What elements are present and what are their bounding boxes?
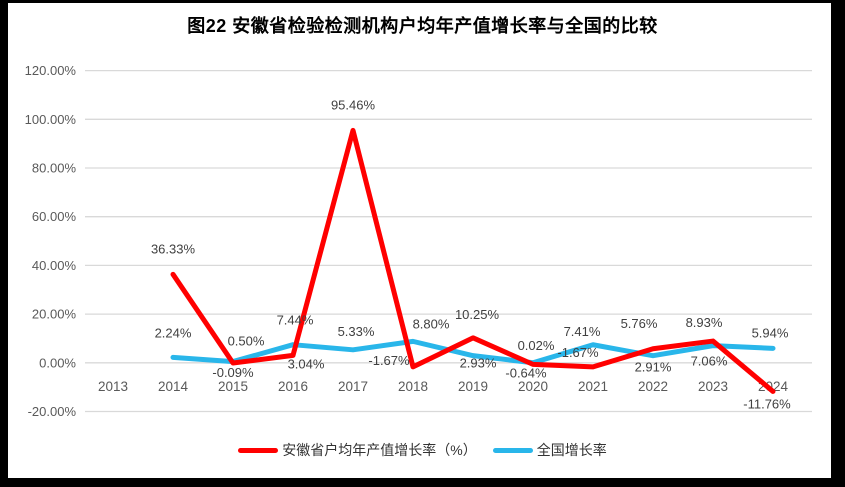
x-tick-label: 2013	[98, 379, 128, 394]
y-tick-label: 40.00%	[32, 258, 77, 273]
data-label: -0.09%	[212, 365, 254, 380]
x-tick-label: 2018	[398, 379, 428, 394]
legend-item-national: 全国增长率	[492, 440, 607, 460]
x-tick-label: 2014	[158, 379, 189, 394]
data-label: 2.93%	[460, 356, 497, 371]
x-tick-label: 2015	[218, 379, 248, 394]
y-tick-label: 20.00%	[32, 307, 77, 322]
x-tick-label: 2019	[458, 379, 488, 394]
x-tick-label: 2017	[338, 379, 368, 394]
data-label: 3.04%	[288, 356, 325, 371]
x-tick-label: 2016	[278, 379, 308, 394]
y-tick-label: 80.00%	[32, 161, 77, 176]
y-tick-label: 100.00%	[25, 112, 77, 127]
data-label: 36.33%	[151, 241, 196, 256]
data-label: 7.06%	[691, 354, 728, 369]
x-tick-label: 2022	[638, 379, 668, 394]
data-label: 7.44%	[277, 313, 314, 328]
data-label: 5.33%	[338, 324, 375, 339]
y-tick-label: 60.00%	[32, 209, 77, 224]
data-label: -1.67%	[368, 353, 410, 368]
data-label: 7.41%	[564, 324, 601, 339]
chart-title: 图22 安徽省检验检测机构户均年产值增长率与全国的比较	[187, 16, 658, 36]
series-line-0	[170, 127, 776, 394]
x-tick-label: 2023	[698, 379, 728, 394]
data-label: 5.94%	[752, 325, 789, 340]
chart-legend: 安徽省户均年产值增长率（%） 全国增长率	[0, 440, 845, 460]
y-tick-label: 120.00%	[25, 63, 77, 78]
legend-swatch-red-line-icon	[238, 447, 279, 453]
data-label: 2.24%	[155, 325, 192, 340]
data-label: 10.25%	[455, 307, 500, 322]
data-label: 2.91%	[635, 360, 672, 375]
data-label: -11.76%	[743, 396, 791, 411]
data-label: -0.64%	[505, 365, 547, 380]
data-label: 0.02%	[518, 338, 555, 353]
legend-label-national: 全国增长率	[536, 442, 607, 458]
data-label: 0.50%	[228, 334, 265, 349]
data-label: -1.67%	[557, 345, 599, 360]
data-label: 95.46%	[331, 97, 376, 112]
x-tick-label: 2020	[518, 379, 548, 394]
legend-swatch-blue-line-icon	[492, 447, 533, 453]
data-label: 8.93%	[686, 315, 723, 330]
data-label: 5.76%	[621, 316, 658, 331]
x-tick-label: 2021	[578, 379, 608, 394]
legend-label-anhui: 安徽省户均年产值增长率（%）	[282, 442, 477, 458]
y-tick-label: -20.00%	[28, 404, 77, 419]
data-label: 8.80%	[413, 316, 450, 331]
series-line-1	[170, 338, 776, 366]
legend-item-anhui: 安徽省户均年产值增长率（%）	[238, 440, 477, 460]
y-tick-label: 0.00%	[39, 355, 76, 370]
